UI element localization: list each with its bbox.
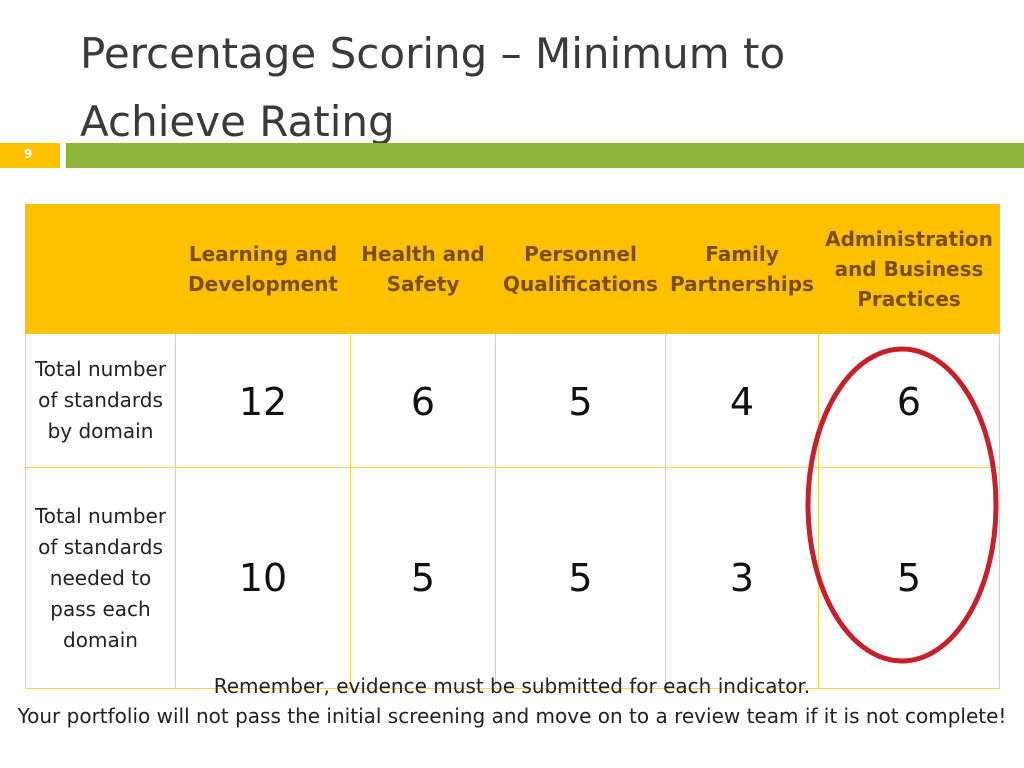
title-line-1: Percentage Scoring – Minimum to: [80, 29, 786, 78]
table-row: Total number of standards by domain 12 6…: [25, 333, 1000, 468]
slide-title: Percentage Scoring – Minimum to Achieve …: [80, 20, 980, 156]
value-personnel-qualifications: 5: [495, 467, 666, 689]
title-line-2: Achieve Rating: [80, 97, 395, 146]
value-administration-and-business-practices: 6: [818, 333, 1000, 468]
table-row: Total number of standards needed to pass…: [25, 467, 1000, 689]
footer-warning: Your portfolio will not pass the initial…: [17, 704, 1007, 728]
header-administration-and-business-practices: Administration and Business Practices: [818, 204, 1000, 334]
table-header-row: Learning and Development Health and Safe…: [25, 204, 1000, 334]
slide-number: 9: [24, 147, 33, 161]
value-administration-and-business-practices: 5: [818, 467, 1000, 689]
value-learning-and-development: 12: [175, 333, 351, 468]
value-family-partnerships: 4: [665, 333, 819, 468]
header-health-and-safety: Health and Safety: [350, 204, 496, 334]
header-corner: [25, 204, 176, 334]
row-label-total-standards: Total number of standards by domain: [25, 333, 176, 468]
header-personnel-qualifications: Personnel Qualifications: [495, 204, 666, 334]
slide-number-badge: [0, 143, 60, 168]
value-personnel-qualifications: 5: [495, 333, 666, 468]
row-label-standards-needed: Total number of standards needed to pass…: [25, 467, 176, 689]
scoring-table: Learning and Development Health and Safe…: [25, 204, 1000, 689]
footer-reminder: Remember, evidence must be submitted for…: [213, 674, 811, 698]
value-health-and-safety: 5: [350, 467, 496, 689]
value-learning-and-development: 10: [175, 467, 351, 689]
value-family-partnerships: 3: [665, 467, 819, 689]
title-underline-bar: [66, 143, 1024, 168]
value-health-and-safety: 6: [350, 333, 496, 468]
header-learning-and-development: Learning and Development: [175, 204, 351, 334]
header-family-partnerships: Family Partnerships: [665, 204, 819, 334]
